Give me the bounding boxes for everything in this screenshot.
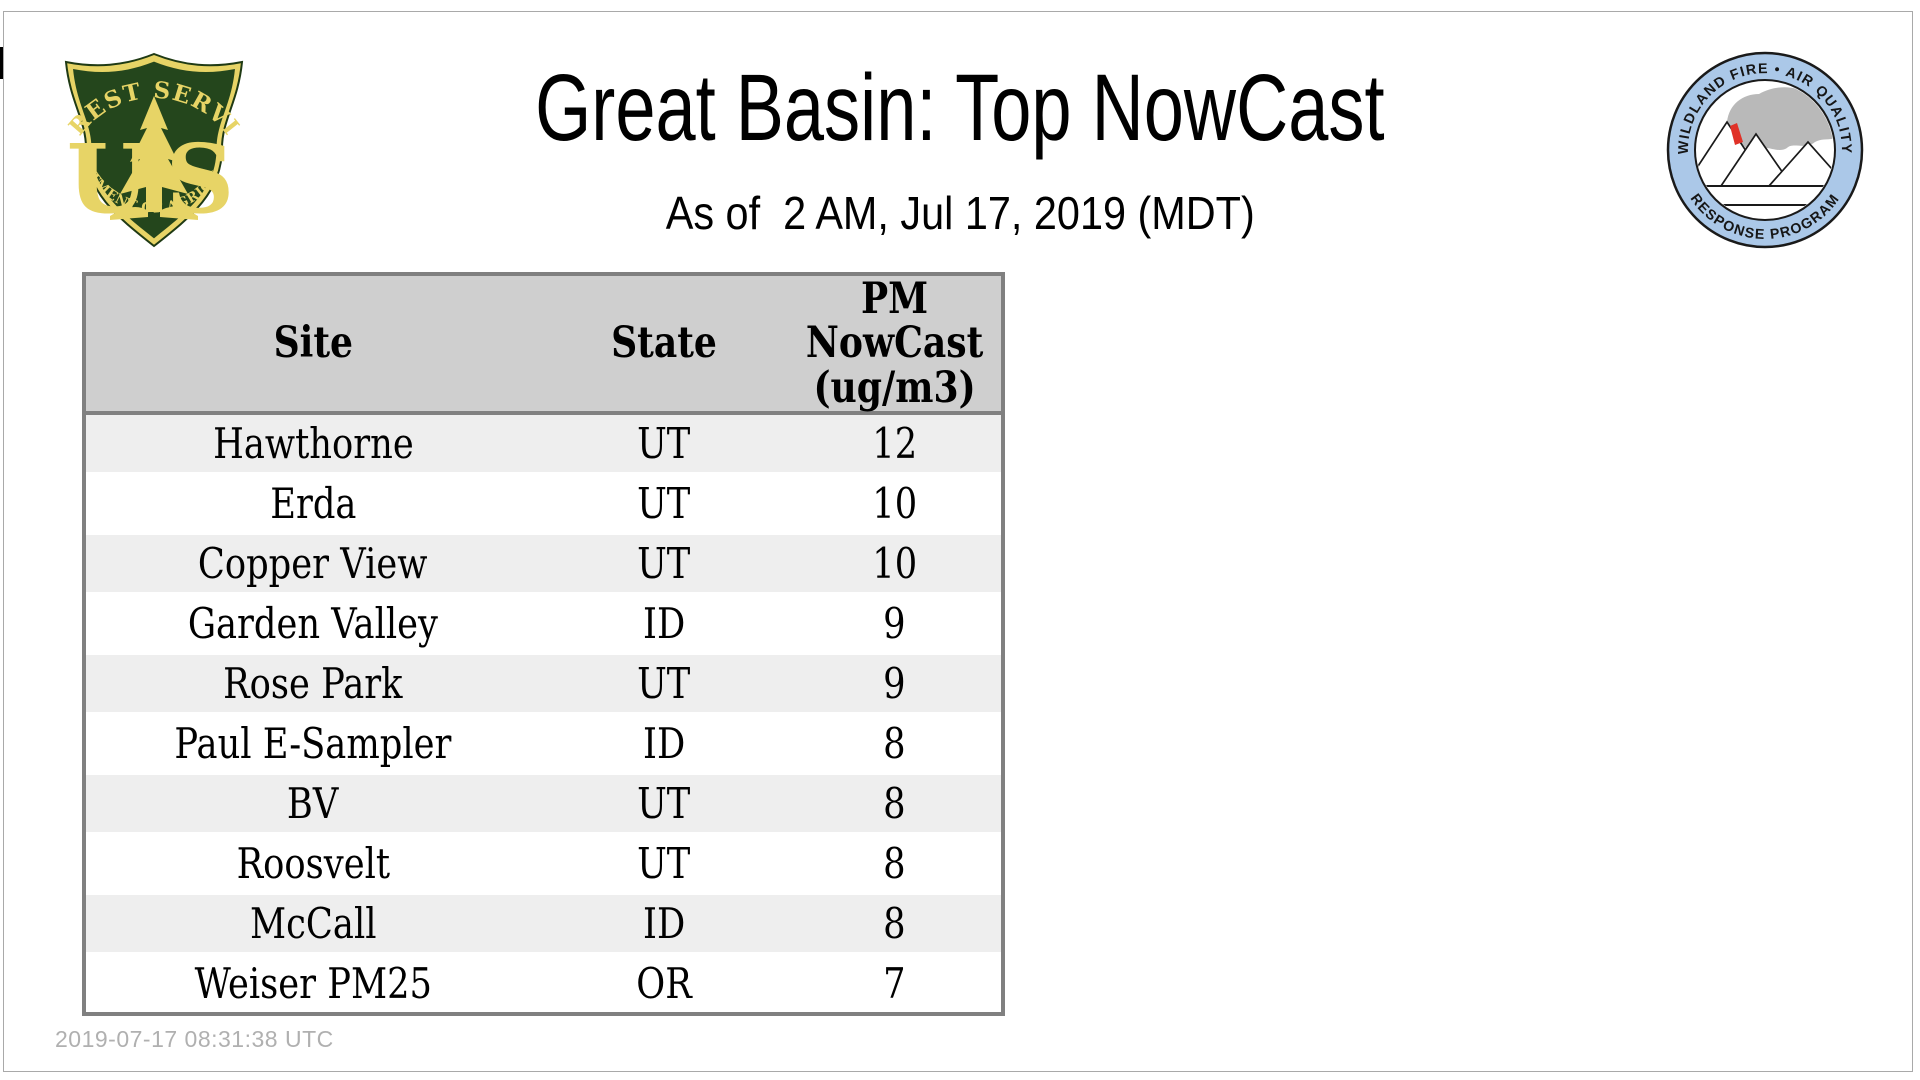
table-body: Hawthorne UT 12 Erda UT 10 Copper View U… xyxy=(84,412,1004,1014)
state-cell: ID xyxy=(642,598,686,648)
state-cell: UT xyxy=(637,418,691,468)
state-cell: ID xyxy=(642,898,686,948)
nowcast-value-cell: 8 xyxy=(883,838,906,888)
page-subtitle: As of 2 AM, Jul 17, 2019 (MDT) xyxy=(665,187,1255,239)
table-row: Rose Park UT 9 xyxy=(84,653,1004,714)
state-cell: UT xyxy=(637,838,691,888)
site-cell: BV xyxy=(287,778,339,828)
nowcast-value-cell: 10 xyxy=(872,478,918,528)
nowcast-value-cell: 8 xyxy=(883,898,906,948)
site-cell: Rose Park xyxy=(223,658,403,708)
site-cell: Roosvelt xyxy=(236,838,390,888)
col-header-pm-nowcast: PM NowCast (ug/m3) xyxy=(805,274,984,413)
nowcast-value-cell: 7 xyxy=(883,958,906,1008)
state-cell: UT xyxy=(637,478,691,528)
wildland-fire-air-quality-logo-icon: WILDLAND FIRE • AIR QUALITY RESPONSE PRO… xyxy=(1665,50,1865,255)
state-cell: UT xyxy=(637,778,691,828)
state-cell: UT xyxy=(637,538,691,588)
table-row: Hawthorne UT 12 xyxy=(84,412,1004,474)
page-title: Great Basin: Top NowCast xyxy=(535,55,1385,161)
state-cell: ID xyxy=(642,718,686,768)
table-row: McCall ID 8 xyxy=(84,893,1004,954)
nowcast-table: Site State PM NowCast (ug/m3) Hawthorne … xyxy=(82,272,1006,1016)
table-row: Weiser PM25 OR 7 xyxy=(84,953,1004,1014)
tree-base-left xyxy=(110,207,148,220)
site-cell: Paul E-Sampler xyxy=(174,718,452,768)
table-row: Paul E-Sampler ID 8 xyxy=(84,713,1004,774)
site-cell: McCall xyxy=(249,898,377,948)
site-cell: Garden Valley xyxy=(187,598,439,648)
fire-flame-icon xyxy=(1730,123,1743,145)
site-cell: Copper View xyxy=(198,538,428,588)
table-header-row: Site State PM NowCast (ug/m3) xyxy=(84,274,1004,415)
nowcast-value-cell: 8 xyxy=(883,778,906,828)
site-cell: Hawthorne xyxy=(212,418,414,468)
page-border-frame xyxy=(3,11,1913,1072)
site-cell: Erda xyxy=(269,478,357,528)
pine-tree-icon xyxy=(120,96,188,212)
table-row: Roosvelt UT 8 xyxy=(84,833,1004,894)
nowcast-value-cell: 9 xyxy=(883,598,906,648)
col-header-state: State xyxy=(611,318,717,369)
table-row: Garden Valley ID 9 xyxy=(84,593,1004,654)
us-forest-service-logo-icon: FOREST SERVICE U S DEPARTMENT OF AGRICUL… xyxy=(41,25,256,261)
nowcast-value-cell: 9 xyxy=(883,658,906,708)
table-row: Erda UT 10 xyxy=(84,473,1004,534)
table-row: Copper View UT 10 xyxy=(84,533,1004,594)
state-cell: UT xyxy=(637,658,691,708)
site-cell: Weiser PM25 xyxy=(194,958,432,1008)
generated-timestamp: 2019-07-17 08:31:38 UTC xyxy=(55,1026,334,1052)
table-row: BV UT 8 xyxy=(84,773,1004,834)
left-edge-artifact xyxy=(0,47,3,79)
col-header-site: Site xyxy=(273,318,353,369)
nowcast-value-cell: 8 xyxy=(883,718,906,768)
nowcast-value-cell: 10 xyxy=(872,538,918,588)
nowcast-value-cell: 12 xyxy=(872,418,918,468)
tree-base-right xyxy=(160,207,198,220)
nowcast-table-container: Site State PM NowCast (ug/m3) Hawthorne … xyxy=(82,272,1006,1016)
state-cell: OR xyxy=(636,958,692,1008)
